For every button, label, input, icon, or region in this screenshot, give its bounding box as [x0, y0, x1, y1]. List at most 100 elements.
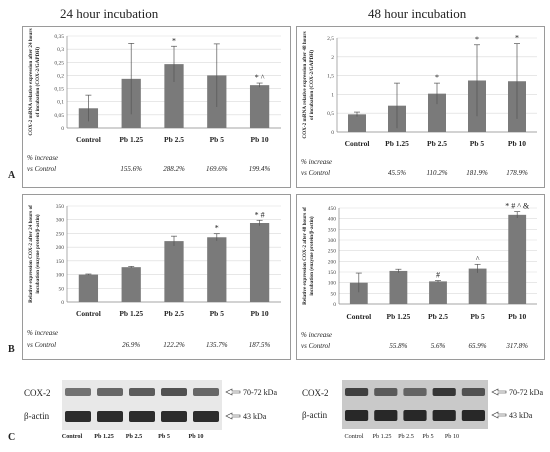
band-beta-actin: [374, 410, 398, 421]
increase-value: 155.6%: [120, 165, 142, 173]
category-label: Control: [346, 312, 371, 321]
y-tick-label: 0,35: [54, 34, 64, 40]
band-beta-actin: [193, 411, 219, 422]
y-tick-label: 350: [328, 227, 337, 233]
band-label-cox2: COX-2: [24, 388, 51, 398]
band-beta-actin: [65, 411, 91, 422]
band-label-cox2: COX-2: [302, 388, 329, 398]
increase-value: 288.2%: [163, 165, 185, 173]
row-label-c: C: [8, 432, 16, 443]
increase-label-line1: % increase: [27, 329, 58, 337]
chart-a-48h: 0 0,5 1 1,5 2 2,5 COX-2 mRNA relative expressi…: [301, 31, 537, 177]
western-blot-24h: COX-2 β-actin Control Pb 1.25 Pb 2.5 Pb 5 Pb 1…: [22, 372, 292, 448]
increase-value: 5.6%: [431, 342, 446, 350]
y-tick-label: 100: [328, 281, 337, 287]
significance-mark: * #: [255, 210, 265, 219]
y-tick-label: 1,5: [327, 74, 334, 80]
band-cox2: [65, 388, 91, 396]
band-cox2: [193, 388, 219, 396]
category-label: Pb 2.5: [164, 135, 184, 144]
y-tick-label: 2: [331, 55, 334, 61]
bar: [389, 270, 408, 304]
category-label: Pb 1.25: [119, 309, 143, 318]
increase-value: 199.4%: [249, 165, 271, 173]
category-label: Control: [76, 309, 101, 318]
y-tick-label: 400: [328, 217, 337, 223]
increase-label-line2: vs Control: [301, 342, 330, 350]
marker-label-43kda: 43 kDa: [509, 411, 533, 420]
bar: [164, 64, 184, 128]
increase-label-line1: % increase: [27, 154, 58, 162]
lane-label: Control: [345, 433, 364, 440]
increase-label-line2: vs Control: [27, 341, 56, 349]
category-label: Pb 2.5: [427, 139, 447, 148]
y-tick-label: 350: [56, 204, 65, 210]
category-label: Control: [76, 135, 101, 144]
y-axis-label: COX-2 mRNA relative expression after 48 …: [302, 31, 315, 138]
band-cox2: [374, 388, 398, 396]
y-tick-label: 200: [328, 259, 337, 265]
chart-panel-a-24h: 0 0,05 0,1 0,15 0,2 0,25 0,3 0,35 COX-2 mRNA rel…: [22, 26, 291, 188]
category-label: Pb 2.5: [428, 312, 448, 321]
bar: [468, 268, 487, 304]
y-tick-label: 300: [328, 238, 337, 244]
lane-label: Pb 2.5: [398, 433, 414, 440]
chart-panel-b-24h: 0 50 100 150 200 250 300 350 Relative expression…: [22, 194, 291, 360]
band-label-beta-actin: β-actin: [302, 410, 328, 420]
y-axis-label: Relative expression COX-2 after 24 hours…: [28, 205, 41, 303]
significance-mark: *: [435, 73, 439, 82]
band-cox2: [97, 388, 123, 396]
band-beta-actin: [97, 411, 123, 422]
bar: [121, 267, 141, 302]
significance-mark: *: [515, 34, 519, 43]
category-label: Pb 2.5: [164, 309, 184, 318]
band-cox2: [432, 388, 456, 396]
significance-mark: #: [436, 271, 440, 280]
increase-value: 26.9%: [122, 341, 140, 349]
y-axis-label: COX-2 mRNA relative expression after 24 …: [28, 28, 41, 135]
header-48h: 48 hour incubation: [368, 6, 467, 21]
y-tick-label: 0: [331, 130, 334, 136]
y-tick-label: 250: [328, 249, 337, 255]
band-cox2: [461, 388, 485, 396]
marker-arrow-icon: [225, 388, 241, 396]
significance-mark: *: [215, 224, 219, 233]
y-tick-label: 450: [328, 206, 337, 212]
increase-label-line2: vs Control: [27, 165, 56, 173]
category-label: Pb 10: [251, 309, 269, 318]
bar: [349, 282, 368, 304]
band-beta-actin: [461, 410, 485, 421]
marker-arrow-icon: [491, 411, 507, 419]
category-label: Pb 1.25: [119, 135, 143, 144]
y-tick-label: 0,25: [54, 60, 64, 66]
increase-value: 135.7%: [206, 341, 228, 349]
category-label: Pb 10: [508, 139, 526, 148]
lane-label: Pb 1.25: [94, 433, 114, 440]
increase-value: 45.5%: [388, 169, 406, 177]
y-tick-label: 1: [331, 92, 334, 98]
chart-panel-b-48h: 0 50 100 150 200 250 300 350 400 450 Relative expr…: [296, 194, 545, 360]
chart-a-24h: 0 0,05 0,1 0,15 0,2 0,25 0,3 0,35 COX-2 mRNA rel…: [27, 28, 281, 173]
increase-value: 317.8%: [505, 342, 528, 350]
row-label-b: B: [8, 344, 15, 355]
category-label: Pb 5: [210, 135, 225, 144]
bar: [508, 214, 527, 304]
bar: [348, 114, 366, 132]
lane-label: Pb 1.25: [373, 433, 392, 440]
row-label-a: A: [8, 170, 16, 181]
band-beta-actin: [403, 410, 427, 421]
y-tick-label: 0,1: [57, 100, 64, 106]
increase-label-line1: % increase: [301, 331, 332, 339]
marker-label-70kda: 70-72 kDa: [243, 388, 277, 397]
marker-arrow-icon: [225, 412, 241, 420]
significance-mark: *: [475, 35, 479, 44]
increase-value: 187.5%: [249, 341, 271, 349]
blot-membrane: [62, 380, 222, 430]
band-beta-actin: [432, 410, 456, 421]
y-tick-label: 50: [331, 291, 337, 297]
y-tick-label: 0,05: [54, 113, 64, 119]
bar: [164, 241, 184, 302]
y-tick-label: 250: [56, 231, 65, 237]
y-tick-label: 100: [56, 273, 65, 279]
